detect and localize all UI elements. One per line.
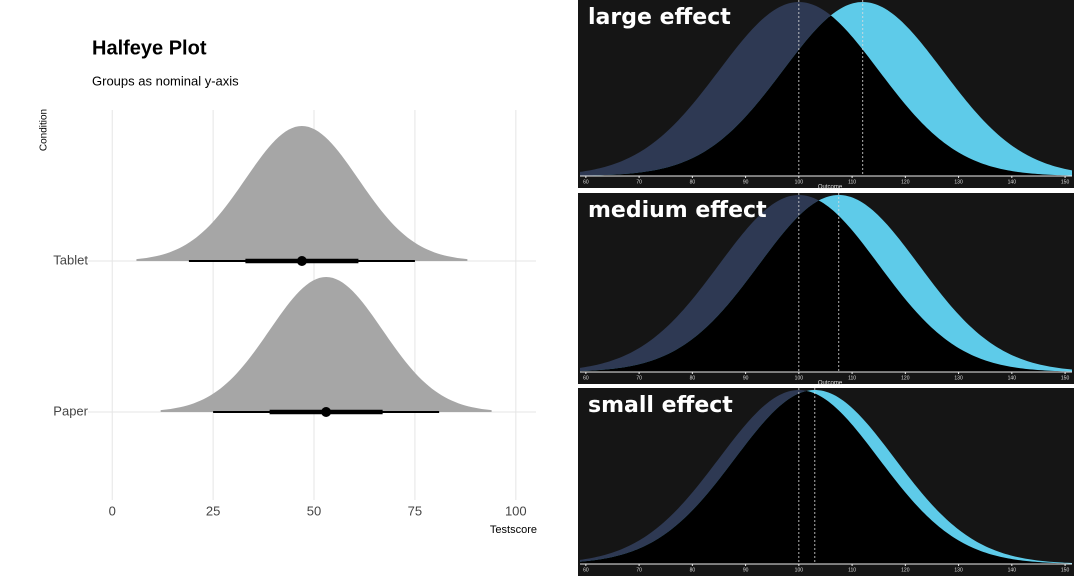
- x-tick-label: 120: [901, 375, 910, 381]
- x-tick-label: 100: [795, 179, 804, 185]
- x-tick-label: 80: [690, 179, 696, 185]
- x-tick-label: 80: [690, 567, 696, 573]
- x-tick-label: 130: [954, 179, 963, 185]
- x-tick-label: 70: [636, 179, 642, 185]
- x-tick-label: 100: [795, 375, 804, 381]
- x-tick-label: 110: [848, 567, 856, 573]
- overlap: [580, 15, 1072, 177]
- x-tick-label: 60: [583, 567, 589, 573]
- x-tick-label: 150: [1061, 179, 1070, 185]
- panel-title: large effect: [588, 5, 731, 30]
- y-tick-label: Tablet: [53, 252, 88, 267]
- median-point: [321, 407, 332, 417]
- y-tick-label: Paper: [53, 403, 88, 418]
- x-tick-label: 130: [954, 375, 963, 381]
- x-axis-label: Outcome: [818, 381, 843, 387]
- x-axis-label: Testscore: [490, 524, 537, 536]
- x-tick-label: 90: [743, 375, 749, 381]
- x-tick-label: 60: [583, 375, 589, 381]
- x-tick-label: 25: [206, 503, 220, 518]
- x-tick-label: 70: [636, 375, 642, 381]
- x-tick-label: 140: [1008, 567, 1017, 573]
- x-tick-label: 130: [954, 567, 963, 573]
- chart-title: Halfeye Plot: [92, 37, 207, 59]
- median-point: [296, 256, 307, 266]
- x-tick-label: 50: [307, 503, 321, 518]
- x-tick-label: 100: [795, 567, 804, 573]
- x-tick-label: 110: [848, 375, 856, 381]
- x-tick-label: 75: [408, 503, 422, 518]
- x-tick-label: 90: [743, 567, 749, 573]
- density: [160, 277, 492, 412]
- x-axis-label: Outcome: [818, 185, 843, 191]
- x-tick-label: 60: [583, 179, 589, 185]
- panel-title: medium effect: [588, 198, 767, 223]
- x-tick-label: 150: [1061, 567, 1070, 573]
- overlap: [580, 390, 1072, 564]
- chart-subtitle: Groups as nominal y-axis: [92, 73, 239, 88]
- x-tick-label: 110: [848, 179, 856, 185]
- x-tick-label: 140: [1008, 375, 1017, 381]
- x-tick-label: 100: [505, 503, 527, 518]
- x-tick-label: 140: [1008, 179, 1017, 185]
- x-tick-label: 80: [690, 375, 696, 381]
- x-tick-label: 120: [901, 179, 910, 185]
- x-tick-label: 90: [743, 179, 749, 185]
- x-tick-label: 70: [636, 567, 642, 573]
- x-tick-label: 0: [109, 503, 116, 518]
- x-tick-label: 150: [1061, 375, 1070, 381]
- overlap: [580, 200, 1072, 372]
- density: [136, 126, 468, 261]
- panel-title: small effect: [588, 393, 733, 418]
- x-tick-label: 120: [901, 567, 910, 573]
- y-axis-label: Condition: [39, 109, 50, 151]
